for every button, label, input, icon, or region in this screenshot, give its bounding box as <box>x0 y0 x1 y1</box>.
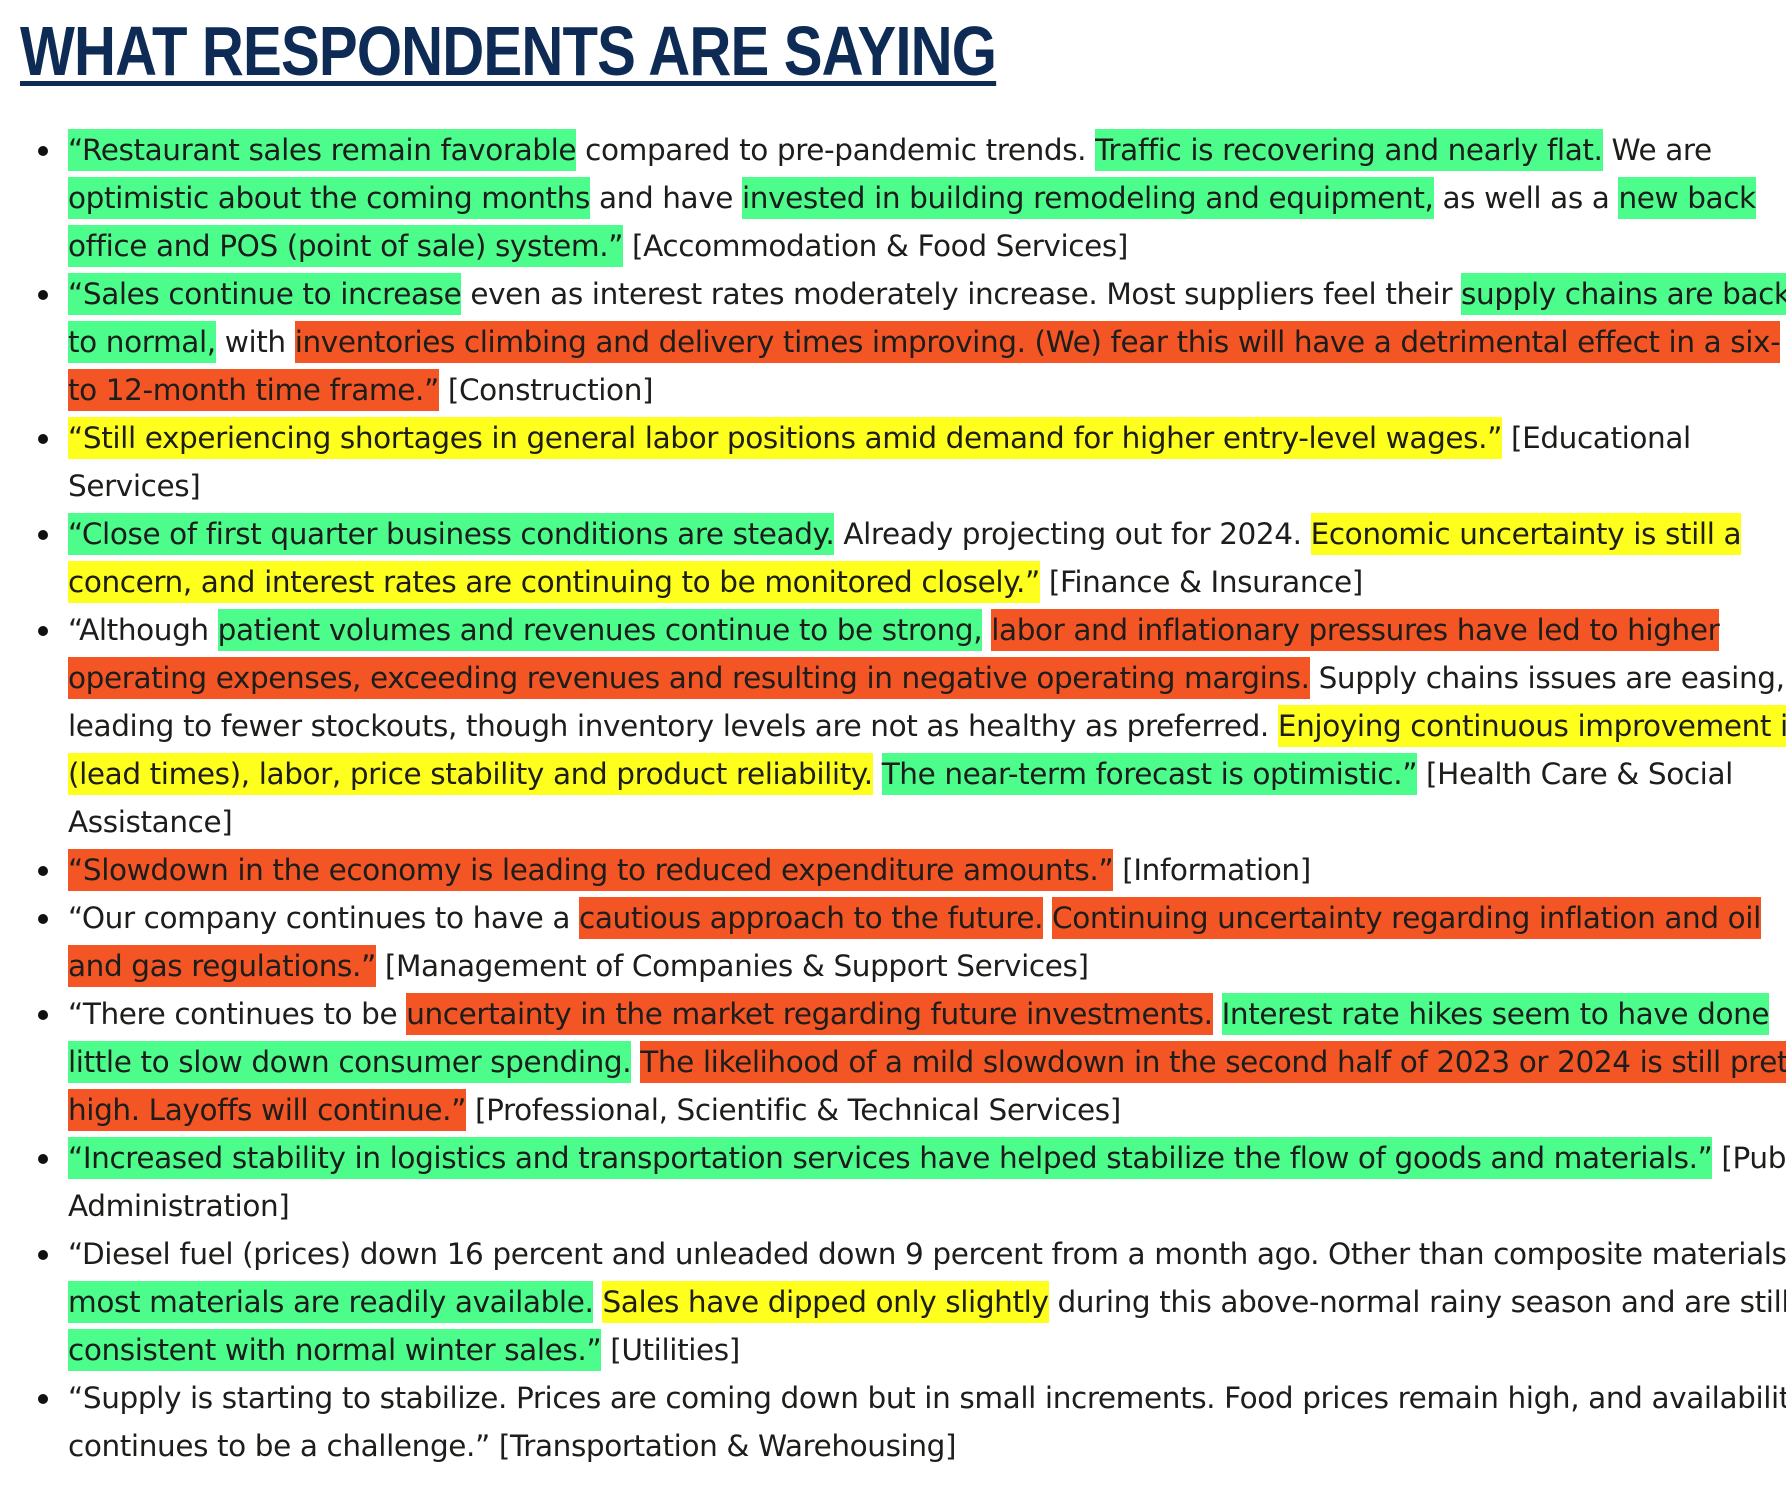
quote-text: [Educational Services] <box>68 421 1691 503</box>
quote-text: [Information] <box>1113 853 1311 887</box>
positive-highlight: Traffic is recovering and nearly flat. <box>1095 129 1603 171</box>
bullet-icon <box>38 146 48 156</box>
positive-highlight: invested in building remodeling and equi… <box>742 177 1434 219</box>
bullet-icon <box>38 626 48 636</box>
quote-item: “Although patient volumes and revenues c… <box>38 606 1786 846</box>
quote-text: [Management of Companies & Support Servi… <box>375 949 1089 983</box>
quote-text <box>873 753 882 795</box>
quote-text <box>631 1041 640 1083</box>
bullet-icon <box>38 1010 48 1020</box>
negative-highlight: inventories climbing and delivery times … <box>68 321 1781 411</box>
quote-text: “Diesel fuel (prices) down 16 percent an… <box>68 1237 1786 1271</box>
positive-highlight: optimistic about the coming months <box>68 177 590 219</box>
quote-text: [Finance & Insurance] <box>1039 565 1363 599</box>
quote-text: even as interest rates moderately increa… <box>461 277 1462 311</box>
bullet-icon <box>38 290 48 300</box>
quote-text <box>1213 993 1222 1035</box>
quote-item: “Close of first quarter business conditi… <box>38 510 1786 606</box>
positive-highlight: “Increased stability in logistics and tr… <box>68 1137 1713 1179</box>
quote-text: [Construction] <box>438 373 654 407</box>
quote-text: Supply chains issues are easing, leading… <box>68 661 1785 743</box>
negative-highlight: uncertainty in the market regarding futu… <box>406 993 1213 1035</box>
bullet-icon <box>38 866 48 876</box>
bullet-icon <box>38 1154 48 1164</box>
quote-text: Already projecting out for 2024. <box>834 517 1311 551</box>
quote-text: [Public Administration] <box>68 1141 1786 1223</box>
bullet-icon <box>38 434 48 444</box>
negative-highlight: “Slowdown in the economy is leading to r… <box>68 849 1114 891</box>
negative-highlight: cautious approach to the future. <box>579 897 1043 939</box>
bullet-icon <box>38 1250 48 1260</box>
bullet-icon <box>38 914 48 924</box>
bullet-icon <box>38 1394 48 1404</box>
quote-text: “Our company continues to have a <box>68 901 580 935</box>
quote-text: [Transportation & Warehousing] <box>489 1429 957 1463</box>
positive-highlight: consistent with normal winter sales.” <box>68 1329 602 1371</box>
quote-item: “Sales continue to increase even as inte… <box>38 270 1786 414</box>
quote-text: We are <box>1602 133 1712 167</box>
quote-text: [Accommodation & Food Services] <box>623 229 1128 263</box>
quote-item: “Slowdown in the economy is leading to r… <box>38 846 1786 894</box>
quote-item: “Still experiencing shortages in general… <box>38 414 1786 510</box>
respondent-quotes-list: “Restaurant sales remain favorable compa… <box>22 126 1786 1470</box>
quote-text <box>1043 897 1052 939</box>
quote-item: “Restaurant sales remain favorable compa… <box>38 126 1786 270</box>
quote-text: [Health Care & Social Assistance] <box>68 757 1733 839</box>
positive-highlight: most materials are readily available. <box>68 1281 594 1323</box>
quote-text: with <box>215 325 295 359</box>
quote-item: “Diesel fuel (prices) down 16 percent an… <box>38 1230 1786 1374</box>
quote-text: as well as a <box>1433 181 1619 215</box>
neutral-highlight: “Still experiencing shortages in general… <box>68 417 1502 459</box>
positive-highlight: “Sales continue to increase <box>68 273 462 315</box>
positive-highlight: patient volumes and revenues continue to… <box>217 609 983 651</box>
quote-text <box>982 609 991 651</box>
quote-text: “Although <box>68 613 218 647</box>
quote-text: [Utilities] <box>601 1333 740 1367</box>
quote-item: “There continues to be uncertainty in th… <box>38 990 1786 1134</box>
positive-highlight: The near-term forecast is optimistic.” <box>881 753 1417 795</box>
positive-highlight: “Restaurant sales remain favorable <box>68 129 577 171</box>
quote-item: “Increased stability in logistics and tr… <box>38 1134 1786 1230</box>
quote-text: “Supply is starting to stabilize. Prices… <box>68 1381 1786 1463</box>
positive-highlight: “Close of first quarter business conditi… <box>68 513 835 555</box>
neutral-highlight: Sales have dipped only slightly <box>602 1281 1049 1323</box>
quote-item: “Our company continues to have a cautiou… <box>38 894 1786 990</box>
quote-item: “Supply is starting to stabilize. Prices… <box>38 1374 1786 1470</box>
quote-text: compared to pre-pandemic trends. <box>576 133 1096 167</box>
quote-text: and have <box>590 181 743 215</box>
quote-text: during this above-normal rainy season an… <box>1048 1285 1786 1319</box>
quote-text: “There continues to be <box>68 997 407 1031</box>
quote-text: [Professional, Scientific & Technical Se… <box>466 1093 1121 1127</box>
bullet-icon <box>38 530 48 540</box>
page-title: WHAT RESPONDENTS ARE SAYING <box>20 12 997 90</box>
